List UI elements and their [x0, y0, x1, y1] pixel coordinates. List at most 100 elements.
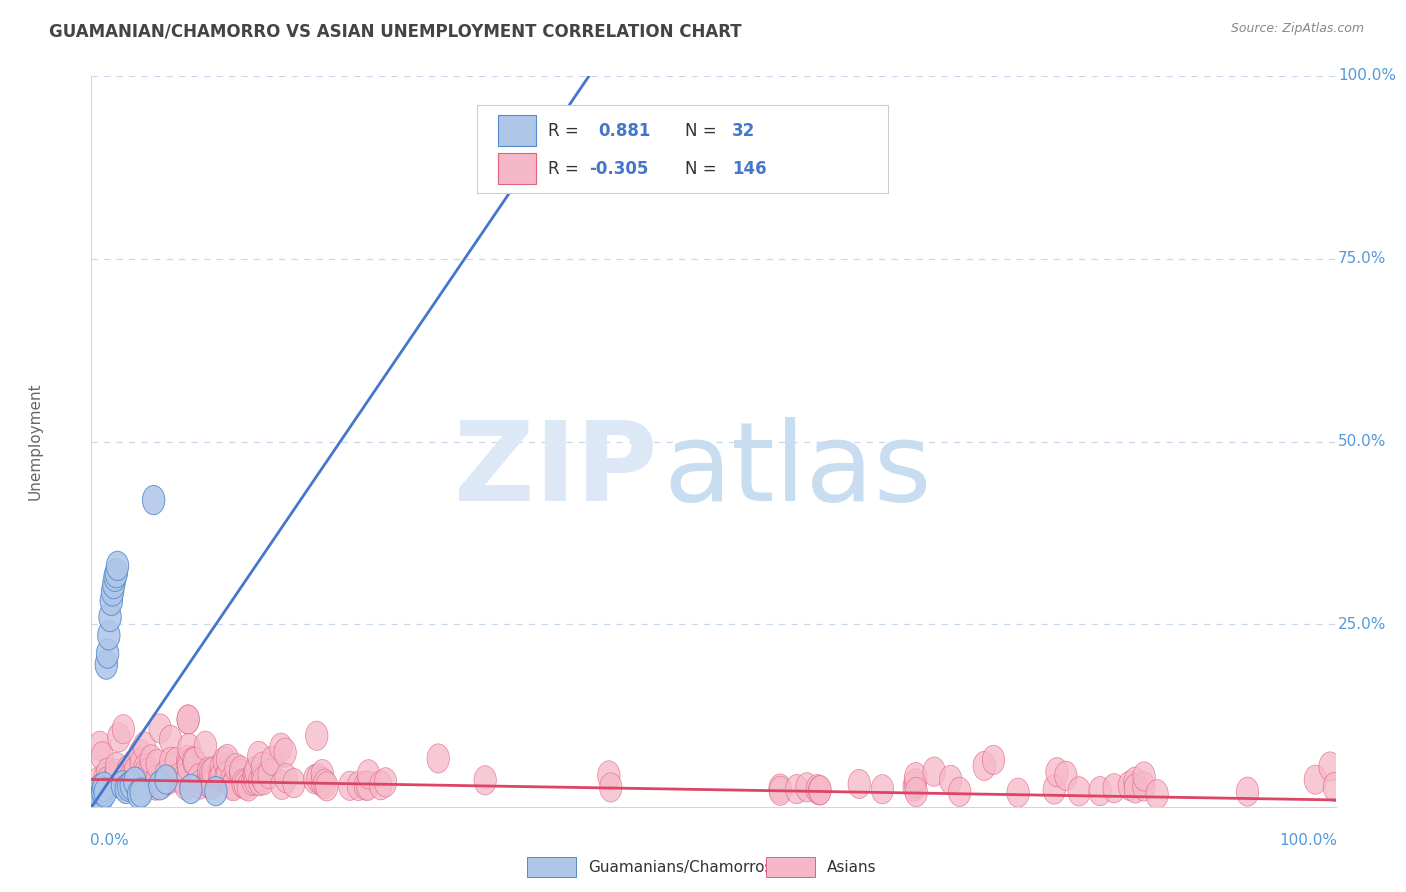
Ellipse shape: [94, 763, 117, 792]
Ellipse shape: [304, 764, 326, 794]
Ellipse shape: [84, 787, 107, 816]
Ellipse shape: [115, 774, 138, 804]
Text: 146: 146: [733, 160, 766, 178]
Text: 75.0%: 75.0%: [1339, 252, 1386, 266]
Ellipse shape: [96, 650, 118, 680]
FancyBboxPatch shape: [477, 105, 887, 193]
Text: Guamanians/Chamorros: Guamanians/Chamorros: [588, 860, 772, 874]
Ellipse shape: [89, 766, 111, 796]
Ellipse shape: [1146, 780, 1168, 809]
Ellipse shape: [180, 774, 202, 804]
Ellipse shape: [145, 771, 167, 800]
Ellipse shape: [252, 763, 274, 792]
Ellipse shape: [209, 762, 232, 791]
Ellipse shape: [1123, 767, 1146, 797]
Ellipse shape: [217, 761, 239, 790]
Ellipse shape: [177, 705, 200, 734]
Text: R =: R =: [548, 121, 583, 140]
Ellipse shape: [111, 771, 134, 800]
Ellipse shape: [94, 778, 117, 807]
Ellipse shape: [808, 776, 831, 805]
Ellipse shape: [108, 723, 129, 752]
Ellipse shape: [177, 752, 200, 781]
Ellipse shape: [98, 602, 121, 632]
Ellipse shape: [107, 551, 129, 581]
Ellipse shape: [949, 777, 972, 806]
Ellipse shape: [105, 759, 128, 789]
Text: 100.0%: 100.0%: [1339, 69, 1396, 83]
Ellipse shape: [245, 756, 267, 785]
Text: 50.0%: 50.0%: [1339, 434, 1386, 449]
Ellipse shape: [96, 766, 118, 796]
Ellipse shape: [197, 759, 219, 789]
Ellipse shape: [177, 745, 200, 774]
Ellipse shape: [1323, 772, 1346, 802]
Ellipse shape: [90, 784, 112, 814]
Ellipse shape: [1054, 761, 1077, 790]
Ellipse shape: [105, 753, 128, 781]
Ellipse shape: [354, 771, 377, 800]
Ellipse shape: [174, 771, 197, 800]
Ellipse shape: [208, 762, 231, 791]
Ellipse shape: [159, 725, 181, 755]
Ellipse shape: [93, 772, 115, 801]
Ellipse shape: [238, 772, 260, 801]
Ellipse shape: [103, 570, 125, 599]
Ellipse shape: [128, 780, 150, 809]
Ellipse shape: [118, 772, 141, 801]
Ellipse shape: [149, 771, 172, 800]
Ellipse shape: [142, 485, 165, 515]
Ellipse shape: [124, 749, 145, 778]
Ellipse shape: [769, 776, 792, 805]
Ellipse shape: [100, 586, 122, 615]
Text: R =: R =: [548, 160, 583, 178]
Ellipse shape: [222, 772, 245, 801]
Ellipse shape: [427, 744, 450, 773]
Ellipse shape: [1118, 771, 1140, 800]
Ellipse shape: [311, 759, 333, 789]
Ellipse shape: [872, 774, 894, 804]
Ellipse shape: [167, 764, 190, 792]
Ellipse shape: [200, 759, 222, 789]
Ellipse shape: [89, 731, 111, 761]
Ellipse shape: [198, 757, 221, 787]
Ellipse shape: [103, 763, 125, 792]
Ellipse shape: [939, 765, 962, 795]
Ellipse shape: [197, 768, 219, 797]
Ellipse shape: [183, 747, 205, 776]
Ellipse shape: [104, 765, 127, 795]
Ellipse shape: [474, 765, 496, 795]
Ellipse shape: [91, 777, 114, 805]
Text: N =: N =: [685, 121, 721, 140]
Ellipse shape: [120, 771, 142, 800]
Ellipse shape: [1133, 762, 1156, 791]
Ellipse shape: [983, 745, 1005, 774]
Ellipse shape: [769, 774, 792, 803]
Ellipse shape: [146, 749, 169, 779]
Ellipse shape: [1319, 752, 1341, 781]
Ellipse shape: [205, 777, 226, 805]
Ellipse shape: [1236, 777, 1258, 806]
Ellipse shape: [1133, 772, 1154, 801]
FancyBboxPatch shape: [498, 115, 536, 146]
Ellipse shape: [904, 763, 927, 792]
Ellipse shape: [214, 747, 236, 776]
Ellipse shape: [222, 770, 245, 799]
Ellipse shape: [121, 766, 143, 796]
Ellipse shape: [307, 764, 329, 793]
Ellipse shape: [1102, 773, 1125, 803]
Ellipse shape: [357, 772, 380, 800]
Ellipse shape: [1069, 777, 1091, 806]
Ellipse shape: [370, 771, 392, 800]
Ellipse shape: [200, 766, 222, 795]
Ellipse shape: [194, 731, 217, 760]
Ellipse shape: [177, 733, 200, 763]
Ellipse shape: [357, 760, 380, 789]
Text: GUAMANIAN/CHAMORRO VS ASIAN UNEMPLOYMENT CORRELATION CHART: GUAMANIAN/CHAMORRO VS ASIAN UNEMPLOYMENT…: [49, 22, 742, 40]
Ellipse shape: [177, 749, 200, 779]
Ellipse shape: [215, 761, 238, 790]
Ellipse shape: [922, 757, 945, 786]
Text: Unemployment: Unemployment: [28, 383, 44, 500]
Ellipse shape: [374, 768, 396, 797]
Ellipse shape: [129, 748, 152, 778]
